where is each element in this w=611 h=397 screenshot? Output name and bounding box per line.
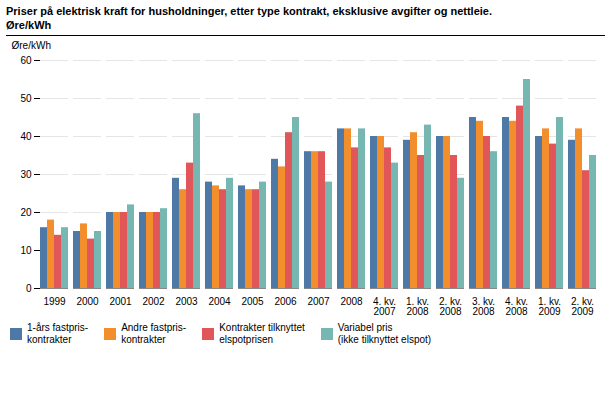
svg-text:30: 30 xyxy=(20,169,32,180)
svg-text:20: 20 xyxy=(20,207,32,218)
svg-text:2006: 2006 xyxy=(274,296,297,307)
svg-text:50: 50 xyxy=(20,93,32,104)
svg-text:2004: 2004 xyxy=(208,296,231,307)
svg-text:1999: 1999 xyxy=(43,296,66,307)
svg-text:2000: 2000 xyxy=(76,296,99,307)
svg-text:Øre/kWh: Øre/kWh xyxy=(12,40,51,51)
svg-text:10: 10 xyxy=(20,245,32,256)
svg-text:2001: 2001 xyxy=(109,296,132,307)
svg-text:2002: 2002 xyxy=(142,296,165,307)
svg-text:1. kv.2009: 1. kv.2009 xyxy=(538,296,561,317)
svg-text:40: 40 xyxy=(20,131,32,142)
svg-text:2008: 2008 xyxy=(340,296,363,307)
svg-text:2. kv.2008: 2. kv.2008 xyxy=(439,296,462,317)
svg-text:4. kv.2007: 4. kv.2007 xyxy=(373,296,396,317)
html-text:Variabel pris (ikke tilknyttet: Variabel pris (ikke tilknyttet elspot) xyxy=(337,322,432,345)
html-text:Øre/kWh: Øre/kWh xyxy=(6,19,52,31)
html-text:Kontrakter tilknyttet elspotpr: Kontrakter tilknyttet elspotprisen xyxy=(219,322,305,345)
svg-text:2. kv.2009: 2. kv.2009 xyxy=(571,296,594,317)
svg-text:2003: 2003 xyxy=(175,296,198,307)
svg-text:60: 60 xyxy=(20,55,32,66)
svg-text:3. kv.2008: 3. kv.2008 xyxy=(472,296,495,317)
svg-text:2005: 2005 xyxy=(241,296,264,307)
html-text:Andre fastpris- kontrakter: Andre fastpris- kontrakter xyxy=(121,322,187,345)
svg-text:1. kv.2008: 1. kv.2008 xyxy=(406,296,429,317)
svg-text:4. kv.2008: 4. kv.2008 xyxy=(505,296,528,317)
svg-text:2007: 2007 xyxy=(307,296,330,307)
html-text:Priser på elektrisk kraft for: Priser på elektrisk kraft for husholdnin… xyxy=(6,5,492,17)
html-text:1-års fastpris- kontrakter: 1-års fastpris- kontrakter xyxy=(27,322,89,345)
svg-text:0: 0 xyxy=(26,283,32,294)
